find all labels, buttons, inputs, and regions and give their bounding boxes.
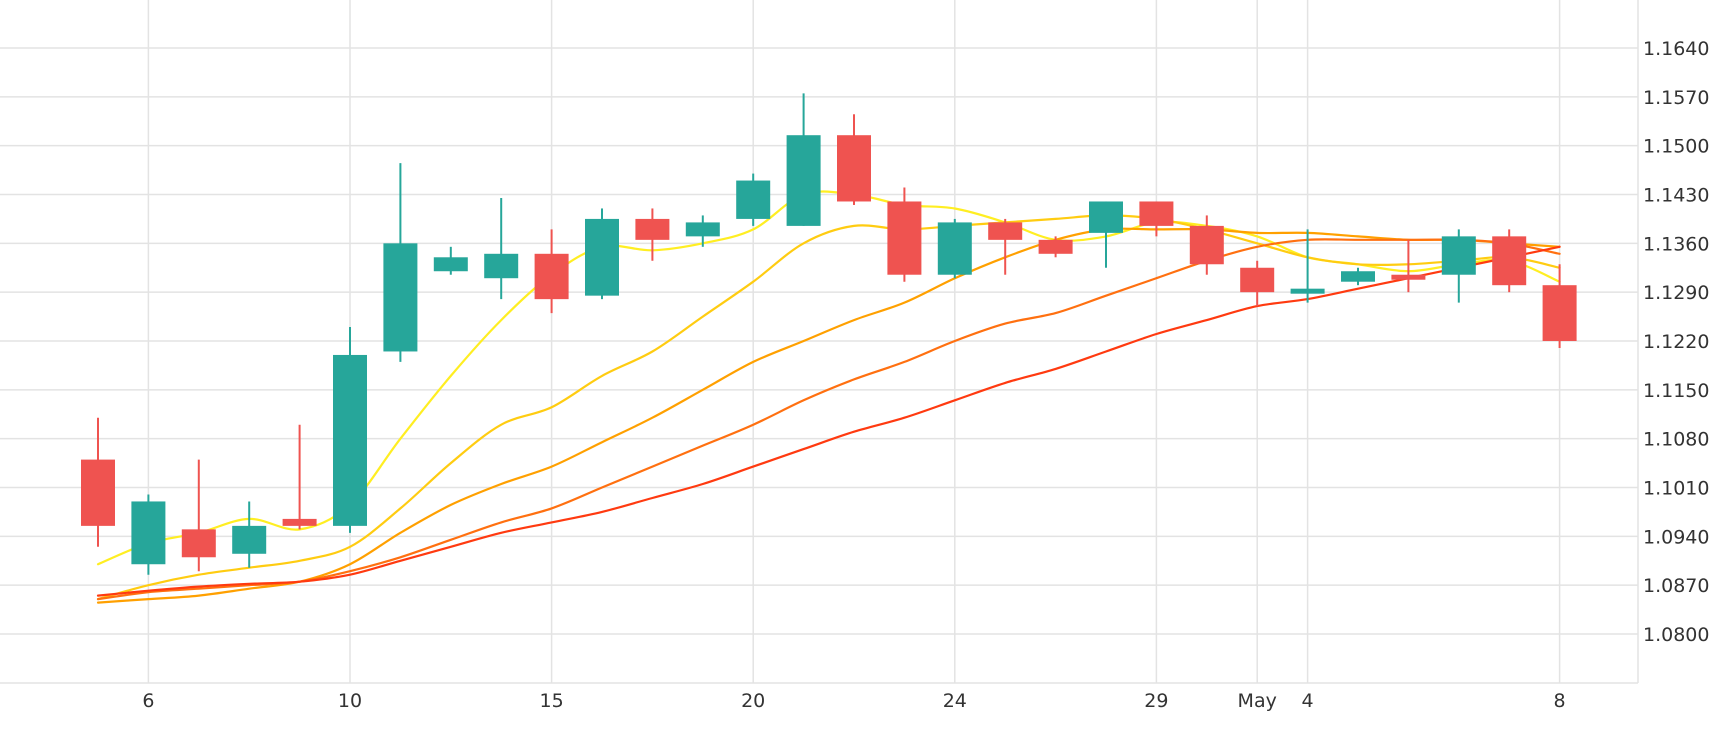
x-tick-label: 6 (142, 690, 154, 712)
candle-body (1391, 274, 1426, 280)
y-tick-label: 1.0800 (1643, 624, 1709, 646)
candle-body (585, 218, 619, 296)
candle (988, 218, 1023, 275)
y-tick-label: 1.1220 (1643, 331, 1709, 353)
candle-body (887, 201, 922, 275)
candle (534, 229, 569, 314)
candle-body (988, 222, 1023, 240)
candle (887, 187, 922, 282)
candle (786, 93, 821, 226)
candle-body (383, 243, 418, 352)
candle (685, 215, 720, 247)
candle (232, 501, 267, 568)
candle (1089, 201, 1123, 268)
x-tick-label: 20 (741, 690, 765, 712)
y-tick-label: 1.1360 (1643, 233, 1709, 255)
candle (484, 197, 519, 300)
candle-body (736, 180, 771, 219)
y-tick-label: 1.0870 (1643, 575, 1709, 597)
x-tick-label: May (1238, 690, 1277, 712)
y-tick-label: 1.1500 (1643, 136, 1709, 158)
x-tick-label: 8 (1554, 690, 1566, 712)
candle (736, 173, 771, 226)
candle-body (232, 525, 267, 554)
candle-body (937, 222, 972, 275)
candle (383, 163, 418, 362)
x-tick-label: 15 (540, 690, 564, 712)
x-tick-label: 29 (1144, 690, 1168, 712)
y-tick-label: 1.1150 (1643, 380, 1709, 402)
candle (333, 327, 367, 533)
y-tick-label: 1.1080 (1643, 429, 1709, 451)
candle-body (181, 529, 216, 558)
candle (635, 208, 670, 261)
candle (1441, 229, 1476, 303)
y-tick-label: 1.1290 (1643, 282, 1709, 304)
candle (1290, 229, 1325, 303)
candle (937, 218, 972, 279)
candle (1139, 201, 1174, 237)
x-tick-label: 4 (1302, 690, 1314, 712)
candle-body (837, 135, 871, 202)
candle-body (333, 354, 367, 526)
candle-body (1089, 201, 1123, 233)
y-tick-label: 1.1570 (1643, 87, 1709, 109)
candle-body (534, 253, 569, 300)
moving-average-line-3 (96, 227, 1561, 604)
candle (1341, 267, 1375, 286)
candle-body (1341, 271, 1375, 282)
candle-body (1441, 236, 1476, 275)
candle-body (635, 218, 670, 240)
candle (131, 494, 166, 575)
y-tick-label: 1.1430 (1643, 185, 1709, 207)
candle-body (81, 459, 115, 526)
candle-body (433, 257, 468, 272)
candle-body (282, 518, 317, 526)
x-tick-label: 10 (338, 690, 362, 712)
moving-average-lines (96, 190, 1561, 604)
candle-body (1542, 285, 1577, 341)
candle-body (1240, 267, 1275, 293)
y-tick-label: 1.1640 (1643, 38, 1709, 60)
candle-body (786, 135, 821, 226)
y-tick-label: 1.1010 (1643, 478, 1709, 500)
candle (1189, 215, 1224, 275)
candle (837, 114, 871, 205)
candle (1391, 239, 1426, 293)
candle-body (1038, 239, 1073, 254)
candle (81, 417, 115, 547)
candle-body (1139, 201, 1174, 226)
candle (1240, 260, 1275, 307)
candle (585, 208, 619, 300)
candle-body (1492, 236, 1527, 286)
moving-average-line-1 (96, 190, 1561, 566)
candles (81, 93, 1577, 575)
moving-average-line-4 (96, 238, 1561, 601)
candle (1038, 236, 1073, 258)
y-tick-label: 1.0940 (1643, 526, 1709, 548)
moving-average-line-5 (96, 245, 1561, 597)
y-axis-tick-labels: 1.1640 1.1570 1.1500 1.1430 1.1360 1.1290 1.12… (1643, 38, 1709, 646)
candle (181, 459, 216, 572)
x-tick-label: 24 (943, 690, 967, 712)
candle-body (685, 222, 720, 237)
moving-average-line-2 (96, 214, 1561, 601)
candle-body (131, 501, 166, 565)
candle-body (1290, 288, 1325, 294)
candle-body (484, 253, 519, 279)
candle-body (1189, 225, 1224, 265)
grid (0, 0, 1639, 684)
candle (282, 424, 317, 530)
candle (1542, 264, 1577, 348)
candle (1492, 229, 1527, 293)
x-axis-tick-labels: 6 10 15 20 24 29 May 4 8 (142, 690, 1565, 712)
candle (433, 246, 468, 275)
